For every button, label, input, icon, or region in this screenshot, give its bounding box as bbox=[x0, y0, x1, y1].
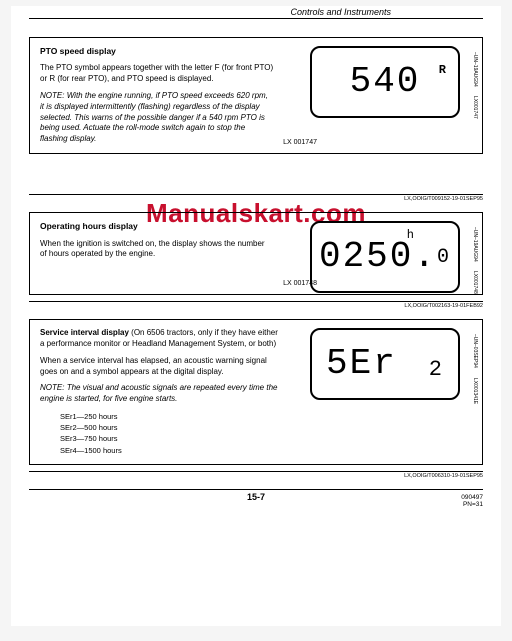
footer-meta: 090497 PN=31 bbox=[461, 494, 483, 508]
service-code: SEr2—500 hours bbox=[60, 422, 282, 433]
section-operating-hours: Operating hours display When the ignitio… bbox=[29, 212, 483, 295]
footer: 15-7 090497 PN=31 bbox=[29, 492, 483, 502]
lcd-main: 540 bbox=[350, 61, 421, 102]
side-code: LX001341E bbox=[471, 378, 478, 404]
side-code: LX001748 bbox=[471, 271, 478, 294]
ref-rule bbox=[29, 301, 483, 302]
lcd-top-indicator: h bbox=[407, 227, 416, 243]
footer-date: 090497 bbox=[461, 494, 483, 501]
service-code: SEr3—750 hours bbox=[60, 433, 282, 444]
section-body: The PTO symbol appears together with the… bbox=[40, 63, 273, 145]
footer-rule bbox=[29, 489, 483, 490]
footer-pn: PN=31 bbox=[461, 501, 483, 508]
service-code-list: SEr1—250 hours SEr2—500 hours SEr3—750 h… bbox=[60, 411, 282, 456]
paragraph: When the ignition is switched on, the di… bbox=[40, 239, 273, 261]
side-code: –UN–03SEP94 bbox=[471, 334, 478, 368]
service-code: SEr1—250 hours bbox=[60, 411, 282, 422]
lcd-main: 5Er bbox=[326, 343, 397, 384]
section-service-interval: Service interval display (On 6506 tracto… bbox=[29, 319, 483, 465]
note-text: The visual and acoustic signals are repe… bbox=[40, 383, 277, 403]
lcd-display-hours: h 0250.0 bbox=[310, 221, 460, 293]
page-number: 15-7 bbox=[247, 492, 265, 502]
side-code: –UN–19AUG94 bbox=[471, 52, 478, 87]
lcd-sub: 2 bbox=[429, 355, 444, 385]
note: NOTE: With the engine running, if PTO sp… bbox=[40, 91, 273, 145]
lcd-value: 540 R bbox=[312, 58, 458, 107]
section-body: Service interval display (On 6506 tracto… bbox=[40, 328, 282, 456]
ref-rule bbox=[29, 471, 483, 472]
ref-code: LX,OOIG/T006310-19-01SEP95 bbox=[29, 473, 483, 479]
section-body: When the ignition is switched on, the di… bbox=[40, 239, 273, 261]
note: NOTE: The visual and acoustic signals ar… bbox=[40, 383, 282, 405]
side-code: –UN–19AUG94 bbox=[471, 227, 478, 262]
figure-label: LX 001748 bbox=[283, 279, 317, 288]
lcd-display-service: 5Er 2 bbox=[310, 328, 460, 400]
lcd-display-pto: 540 R bbox=[310, 46, 460, 118]
header-title: Controls and Instruments bbox=[288, 7, 393, 17]
ref-rule bbox=[29, 194, 483, 195]
ref-code: LX,OOIG/T002163-19-01FEB92 bbox=[29, 303, 483, 309]
section-pto-speed: PTO speed display The PTO symbol appears… bbox=[29, 37, 483, 154]
note-label: NOTE: bbox=[40, 91, 64, 100]
lcd-value: h 0250.0 bbox=[312, 233, 458, 282]
lcd-sub: 0 bbox=[437, 246, 451, 269]
figure-label: LX 001747 bbox=[283, 138, 317, 147]
header-rule: Controls and Instruments bbox=[29, 18, 483, 19]
side-code: LX001747 bbox=[471, 96, 478, 119]
note-text: With the engine running, if PTO speed ex… bbox=[40, 91, 268, 143]
manual-page: Controls and Instruments PTO speed displ… bbox=[11, 6, 501, 626]
section-title-line: Service interval display (On 6506 tracto… bbox=[40, 328, 282, 350]
section-title: Service interval display bbox=[40, 328, 129, 337]
paragraph: The PTO symbol appears together with the… bbox=[40, 63, 273, 85]
lcd-value: 5Er 2 bbox=[312, 340, 458, 389]
lcd-indicator: R bbox=[439, 62, 448, 78]
service-code: SEr4—1500 hours bbox=[60, 445, 282, 456]
note-label: NOTE: bbox=[40, 383, 64, 392]
lcd-main: 0250. bbox=[319, 236, 437, 277]
paragraph: When a service interval has elapsed, an … bbox=[40, 356, 282, 378]
